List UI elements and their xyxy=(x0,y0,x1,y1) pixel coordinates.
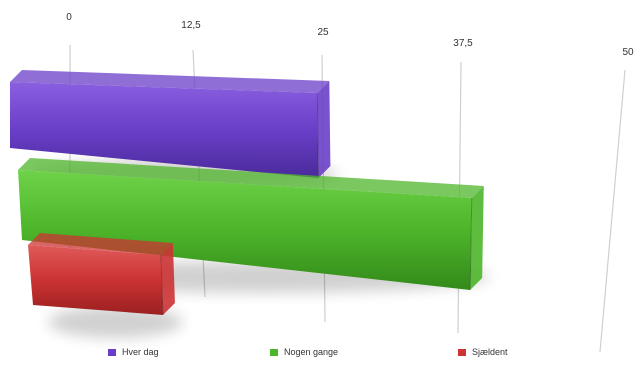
legend-label: Nogen gange xyxy=(284,347,338,357)
bar-front-face xyxy=(18,170,472,290)
legend-swatch xyxy=(458,349,466,356)
legend-label: Hver dag xyxy=(122,347,159,357)
bar-top-face xyxy=(18,158,484,198)
bar-top-face xyxy=(10,70,330,93)
bar-front-face xyxy=(10,82,319,178)
bar-sjldent xyxy=(28,233,183,338)
x-tick-label: 37,5 xyxy=(453,38,473,49)
bar-shadow xyxy=(48,306,183,338)
bar-end-face xyxy=(160,243,175,315)
legend-item: Sjældent xyxy=(458,347,508,357)
legend-swatch xyxy=(270,349,278,356)
legend-item: Hver dag xyxy=(108,347,159,357)
bar-nogen-gange xyxy=(18,158,491,293)
bar-edge xyxy=(316,92,319,179)
bar-top-face xyxy=(28,233,173,255)
legend-item: Nogen gange xyxy=(270,347,338,357)
grid-line xyxy=(599,69,626,353)
bar-end-face xyxy=(470,186,484,290)
x-tick-label: 50 xyxy=(622,47,634,58)
bar-edge xyxy=(469,197,473,291)
x-tick-label: 25 xyxy=(317,27,329,38)
x-tick-label: 0 xyxy=(66,12,72,23)
legend-label: Sjældent xyxy=(472,347,508,357)
bar-end-face xyxy=(317,81,331,178)
bar-edge xyxy=(160,254,164,316)
x-tick-label: 12,5 xyxy=(181,20,201,31)
bar-front-face xyxy=(28,245,163,315)
legend-swatch xyxy=(108,349,116,356)
